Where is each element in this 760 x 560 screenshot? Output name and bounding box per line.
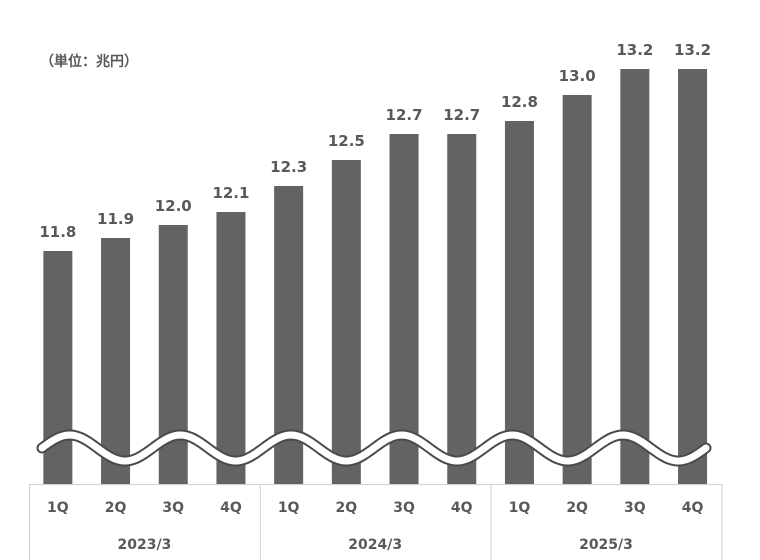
value-label-12: 13.2 — [674, 41, 711, 59]
group-label-2: 2024/3 — [348, 537, 402, 553]
value-label-6: 12.5 — [328, 132, 365, 150]
category-label-3: 3Q — [162, 500, 184, 516]
value-label-1: 11.8 — [39, 223, 76, 241]
bar-2 — [101, 238, 131, 484]
bar-10 — [562, 95, 592, 484]
unit-label: （単位：兆円） — [40, 54, 138, 70]
category-label-10: 2Q — [566, 500, 588, 516]
category-label-7: 3Q — [393, 500, 415, 516]
category-label-8: 4Q — [451, 500, 473, 516]
value-label-2: 11.9 — [97, 210, 134, 228]
bar-4 — [216, 212, 246, 484]
category-label-4: 4Q — [220, 500, 242, 516]
value-label-5: 12.3 — [270, 158, 307, 176]
axis-break-layer — [36, 429, 712, 467]
category-label-9: 1Q — [509, 500, 531, 516]
bar-11 — [620, 69, 650, 484]
bar-8 — [447, 134, 477, 484]
group-label-3: 2025/3 — [579, 537, 633, 553]
category-label-11: 3Q — [624, 500, 646, 516]
category-label-5: 1Q — [278, 500, 300, 516]
value-label-7: 12.7 — [386, 106, 423, 124]
group-label-1: 2023/3 — [117, 537, 171, 553]
category-label-12: 4Q — [682, 500, 704, 516]
bar-6 — [331, 160, 361, 484]
bar-12 — [678, 69, 708, 484]
bar-9 — [504, 121, 534, 484]
value-label-11: 13.2 — [616, 41, 653, 59]
category-label-1: 1Q — [47, 500, 69, 516]
category-label-6: 2Q — [336, 500, 358, 516]
x-axis-layer: 1Q 2Q 3Q 4Q 1Q 2Q 3Q 4Q 1Q 2Q 3Q 4Q 2023/3 2024/3 2025… — [29, 484, 723, 560]
bars-layer: 11.8 11.9 12.0 12.1 12.3 12.5 12.7 12.7 12.8 13.0… — [39, 41, 711, 484]
value-label-9: 12.8 — [501, 93, 538, 111]
value-label-4: 12.1 — [212, 184, 249, 202]
value-label-10: 13.0 — [559, 67, 596, 85]
bar-7 — [389, 134, 419, 484]
value-label-3: 12.0 — [155, 197, 192, 215]
category-label-2: 2Q — [105, 500, 127, 516]
axis-break-wave — [38, 431, 710, 465]
value-label-8: 12.7 — [443, 106, 480, 124]
